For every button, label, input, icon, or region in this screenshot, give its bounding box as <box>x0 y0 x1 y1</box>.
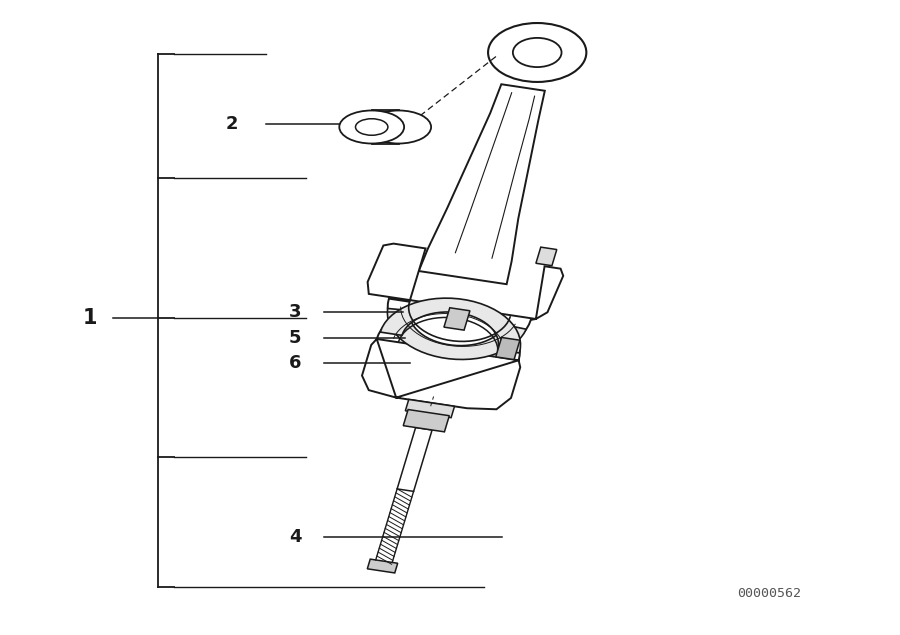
Text: 1: 1 <box>83 307 97 328</box>
Text: 6: 6 <box>289 354 302 372</box>
Ellipse shape <box>488 23 586 82</box>
Polygon shape <box>381 298 520 353</box>
Polygon shape <box>405 399 454 418</box>
Polygon shape <box>444 308 470 330</box>
Polygon shape <box>496 337 520 359</box>
Polygon shape <box>387 309 526 359</box>
Polygon shape <box>536 247 557 265</box>
Ellipse shape <box>356 119 388 135</box>
Polygon shape <box>397 427 432 491</box>
Ellipse shape <box>513 38 562 67</box>
Ellipse shape <box>366 110 431 144</box>
Text: 5: 5 <box>289 329 302 347</box>
Text: 4: 4 <box>289 528 302 545</box>
Polygon shape <box>362 304 520 410</box>
Text: 2: 2 <box>226 115 239 133</box>
Text: 00000562: 00000562 <box>737 587 801 600</box>
Polygon shape <box>367 244 563 354</box>
Polygon shape <box>418 84 544 284</box>
Polygon shape <box>403 410 449 432</box>
Polygon shape <box>367 559 398 573</box>
Ellipse shape <box>339 110 404 144</box>
Text: 3: 3 <box>289 304 302 321</box>
